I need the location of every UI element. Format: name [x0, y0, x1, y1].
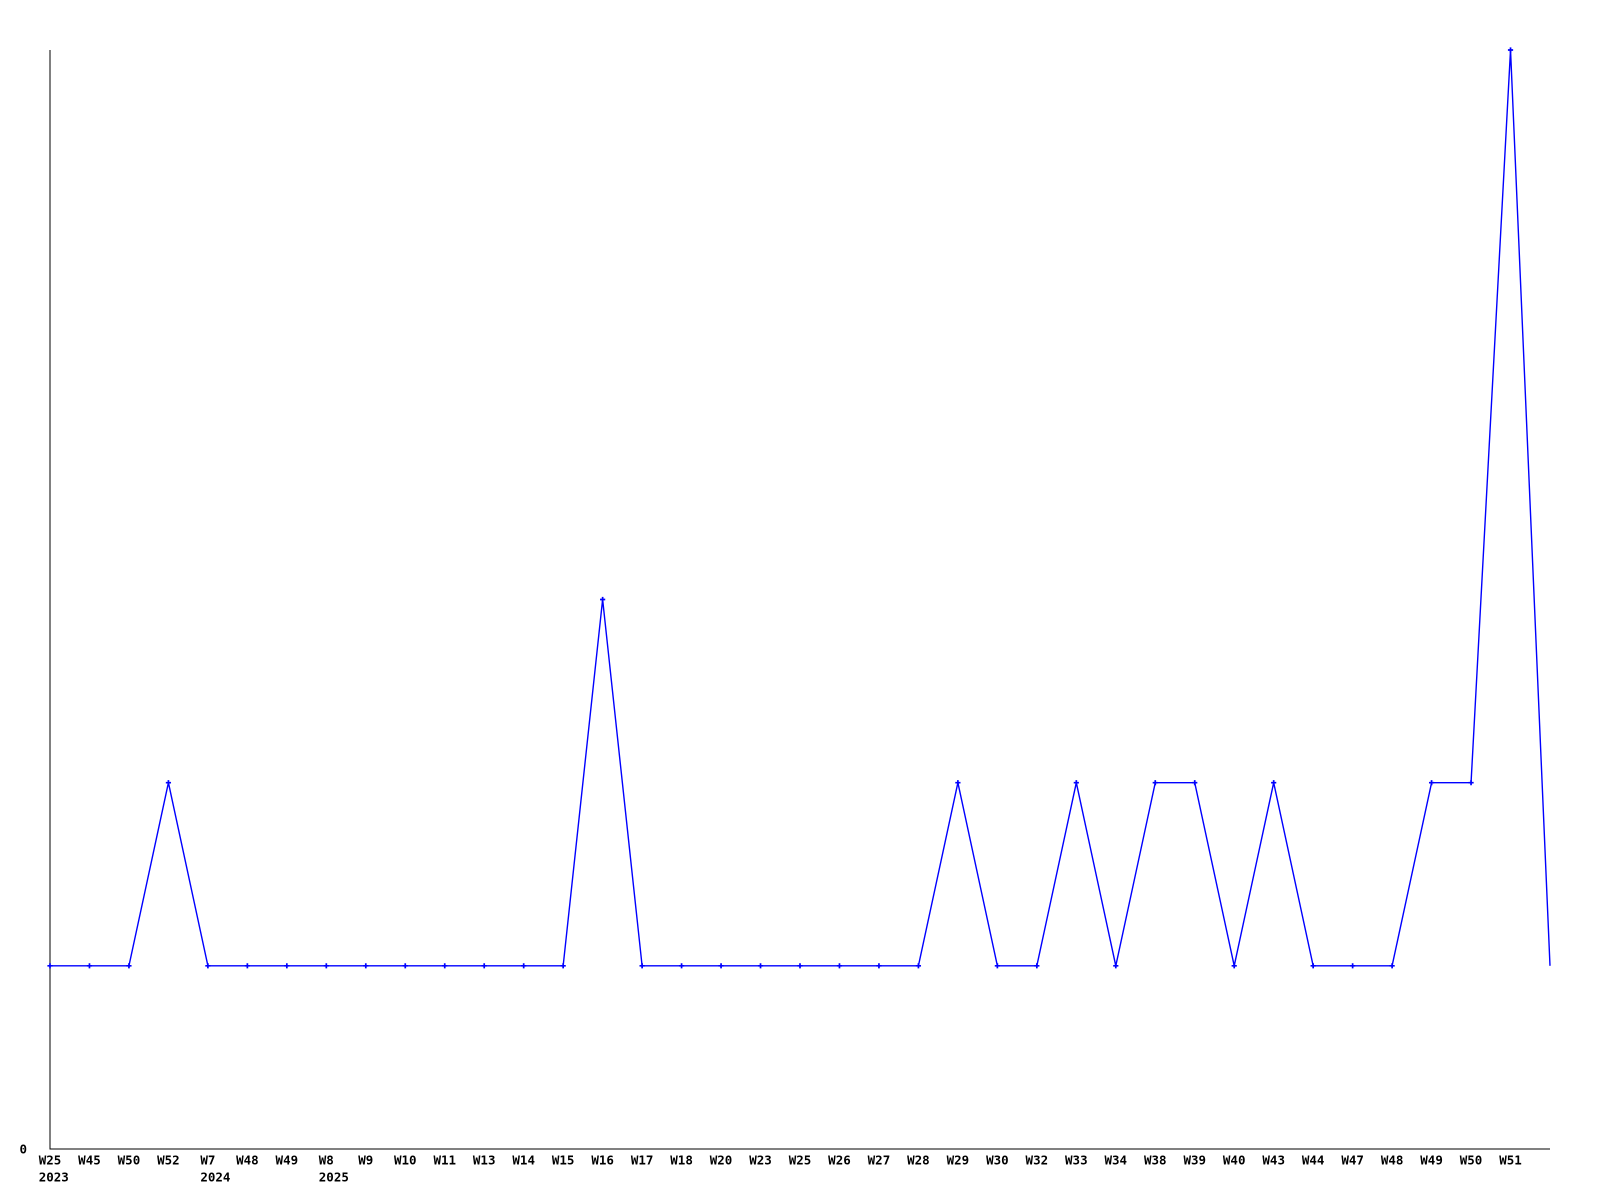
- x-tick-week-label: W52: [157, 1153, 180, 1168]
- x-tick-week-label: W48: [236, 1153, 259, 1168]
- x-tick-week-label: W26: [828, 1153, 851, 1168]
- x-tick-week-label: W33: [1065, 1153, 1088, 1168]
- x-tick-week-label: W9: [358, 1153, 373, 1168]
- x-tick-week-label: W48: [1381, 1153, 1404, 1168]
- x-tick-week-label: W11: [433, 1153, 456, 1168]
- x-tick-week-label: W18: [670, 1153, 693, 1168]
- x-tick-week-label: W16: [591, 1153, 614, 1168]
- x-tick-week-label: W13: [473, 1153, 496, 1168]
- x-tick-week-label: W23: [749, 1153, 772, 1168]
- x-tick-week-label: W38: [1144, 1153, 1167, 1168]
- x-tick-week-label: W14: [512, 1153, 535, 1168]
- x-tick-week-label: W7: [200, 1153, 215, 1168]
- x-tick-year-label: 2024: [200, 1170, 230, 1185]
- x-tick-week-label: W20: [710, 1153, 733, 1168]
- x-tick-week-label: W15: [552, 1153, 575, 1168]
- x-tick-week-label: W28: [907, 1153, 930, 1168]
- x-tick-week-label: W47: [1341, 1153, 1364, 1168]
- x-tick-week-label: W50: [1460, 1153, 1483, 1168]
- x-tick-week-label: W44: [1302, 1153, 1325, 1168]
- x-tick-week-label: W29: [947, 1153, 970, 1168]
- x-tick-week-label: W32: [1026, 1153, 1049, 1168]
- x-tick-week-label: W40: [1223, 1153, 1246, 1168]
- y-axis-tick-label: 0: [19, 1142, 27, 1157]
- x-tick-week-label: W10: [394, 1153, 417, 1168]
- x-tick-week-label: W51: [1499, 1153, 1522, 1168]
- x-tick-year-label: 2023: [39, 1170, 69, 1185]
- x-tick-week-label: W17: [631, 1153, 654, 1168]
- x-tick-week-label: W43: [1262, 1153, 1285, 1168]
- x-tick-week-label: W39: [1183, 1153, 1206, 1168]
- axis-lines: [49, 50, 1550, 1150]
- point-markers: [47, 47, 1514, 969]
- x-tick-week-label: W49: [276, 1153, 299, 1168]
- x-tick-week-label: W34: [1105, 1153, 1128, 1168]
- x-tick-week-label: W50: [118, 1153, 141, 1168]
- x-tick-week-label: W25: [789, 1153, 812, 1168]
- x-tick-week-label: W30: [986, 1153, 1009, 1168]
- x-tick-year-label: 2025: [319, 1170, 349, 1185]
- x-tick-week-label: W49: [1420, 1153, 1443, 1168]
- series-line: [50, 49, 1551, 967]
- x-tick-week-label: W8: [319, 1153, 334, 1168]
- x-tick-week-label: W45: [78, 1153, 101, 1168]
- x-tick-week-label: W25: [39, 1153, 62, 1168]
- x-tick-week-label: W27: [868, 1153, 891, 1168]
